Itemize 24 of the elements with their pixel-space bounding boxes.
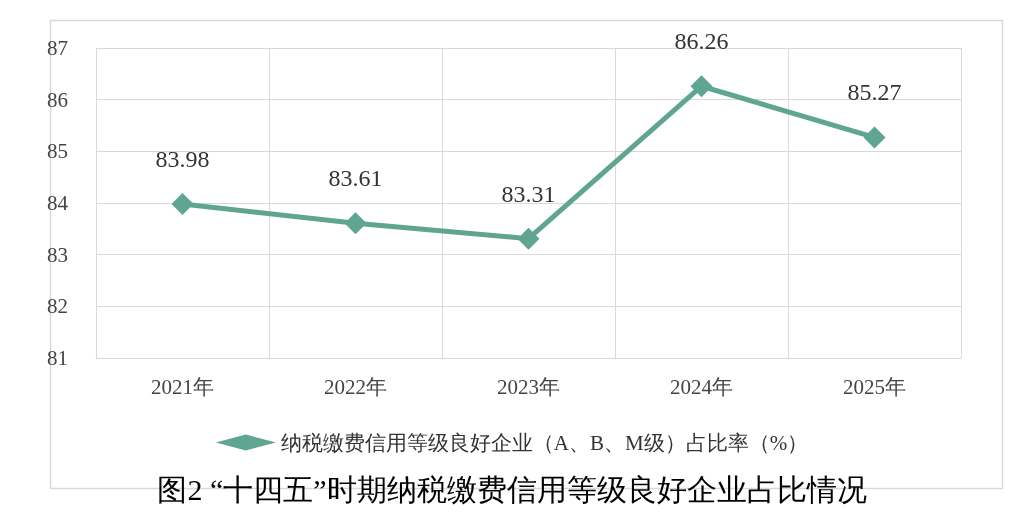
y-tick-label: 87 — [47, 36, 68, 60]
y-tick-label: 85 — [47, 139, 68, 164]
point — [171, 193, 194, 216]
x-tick-label: 2024年 — [670, 374, 733, 399]
y-tick-label: 83 — [47, 242, 68, 267]
y-tick-label: 84 — [47, 191, 69, 215]
legend-label: 纳税缴费信用等级良好企业（A、B、M级）占比率（%） — [280, 430, 809, 455]
data-label: 86.26 — [674, 28, 729, 55]
point — [863, 126, 886, 149]
data-label: 83.61 — [328, 165, 383, 192]
data-label: 83.31 — [501, 180, 556, 207]
data-label: 83.98 — [155, 146, 210, 173]
data-label: 85.27 — [847, 79, 902, 106]
x-tick-label: 2022年 — [324, 374, 387, 399]
y-tick-label: 82 — [47, 294, 68, 319]
caption: 图2 “十四五”时期纳税缴费信用等级良好企业占比情况 — [157, 472, 867, 506]
y-tick-label: 81 — [47, 346, 68, 370]
point — [690, 75, 713, 98]
x-tick-label: 2023年 — [497, 374, 560, 399]
y-tick-label: 86 — [47, 87, 68, 112]
x-tick-label: 2025年 — [843, 374, 906, 399]
x-tick-label: 2021年 — [151, 374, 214, 399]
point — [517, 227, 540, 250]
point — [344, 212, 367, 235]
